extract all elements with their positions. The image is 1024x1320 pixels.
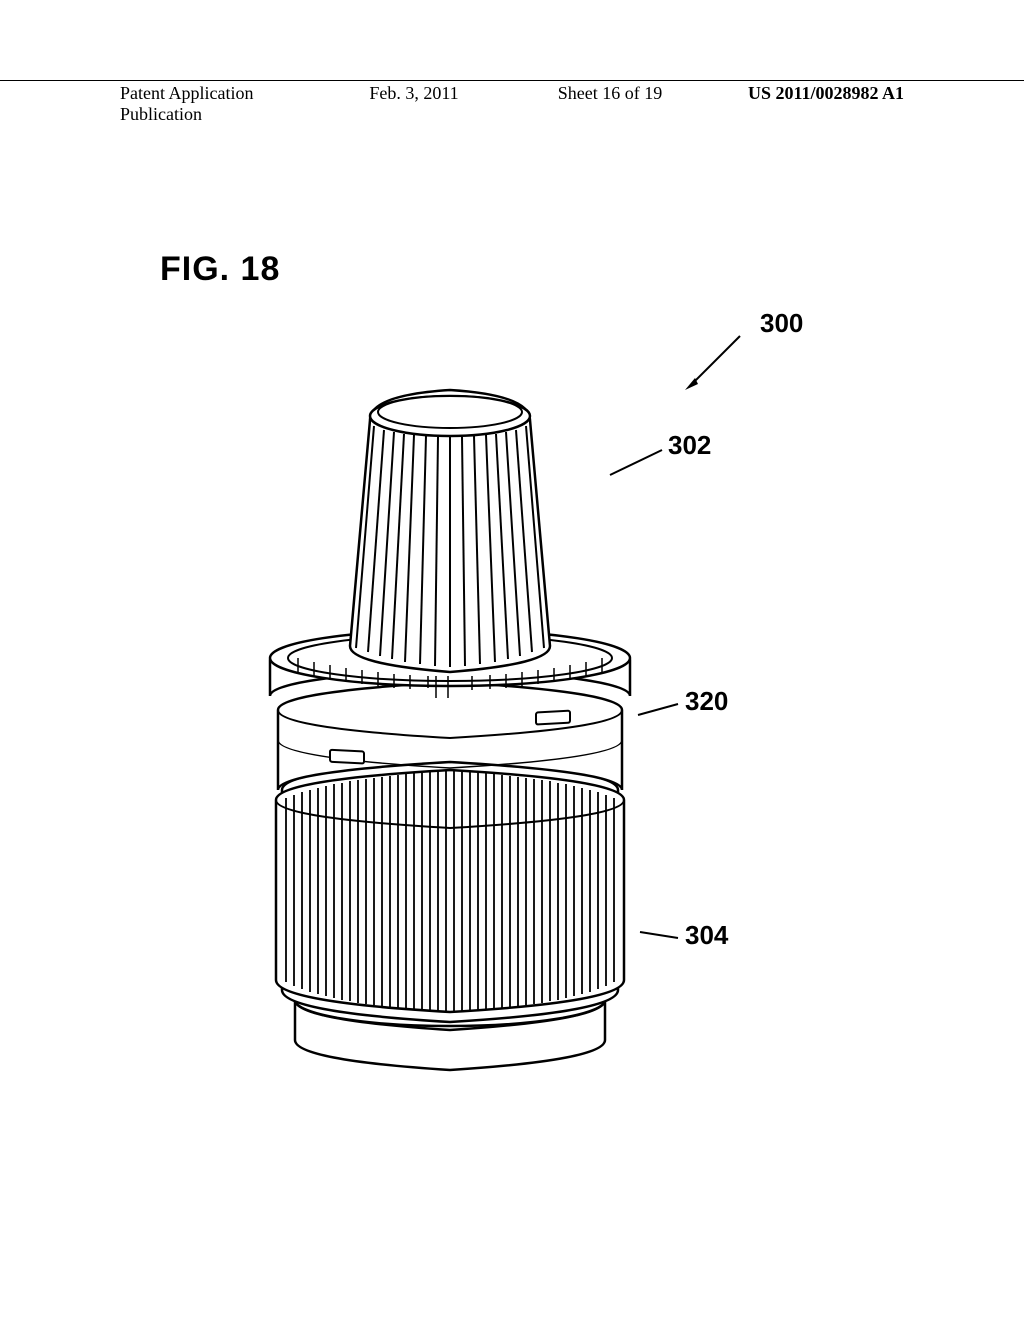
leader-lines (610, 336, 740, 938)
pub-date: Feb. 3, 2011 (316, 83, 512, 125)
ref-300: 300 (760, 308, 803, 339)
pub-type: Patent Application Publication (120, 83, 316, 125)
ref-304: 304 (685, 920, 728, 951)
header-row: Patent Application Publication Feb. 3, 2… (0, 83, 1024, 125)
patent-drawing: 300 302 320 304 (240, 300, 800, 1130)
band-slot-right (536, 711, 570, 725)
page-header: Patent Application Publication Feb. 3, 2… (0, 80, 1024, 125)
sheet-number: Sheet 16 of 19 (512, 83, 708, 125)
ref-320: 320 (685, 686, 728, 717)
grip-section (276, 770, 624, 1012)
knob-top-inner (378, 396, 522, 428)
pub-number: US 2011/0028982 A1 (708, 83, 904, 125)
band-slot-left (330, 750, 364, 764)
figure-label: FIG. 18 (160, 250, 280, 289)
ref-302: 302 (668, 430, 711, 461)
